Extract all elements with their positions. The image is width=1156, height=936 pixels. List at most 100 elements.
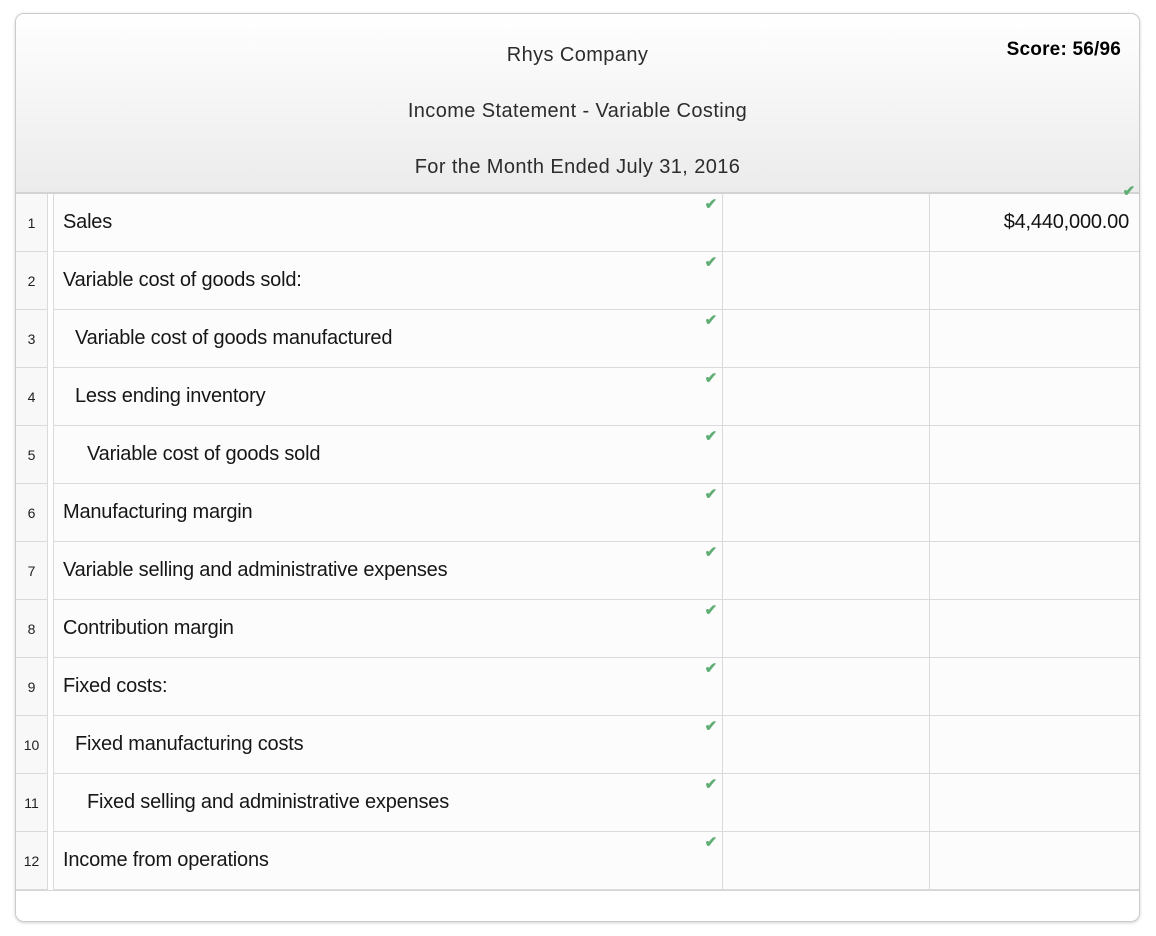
column-gap — [48, 600, 53, 658]
row-label: Contribution margin — [63, 617, 234, 639]
description-cell[interactable]: Sales ✔ — [53, 194, 723, 252]
middle-amount-cell[interactable] — [723, 484, 930, 542]
middle-amount-cell[interactable] — [723, 194, 930, 252]
table-row: 9 Fixed costs: ✔ — [16, 658, 1139, 716]
row-number: 2 — [27, 272, 36, 289]
description-cell[interactable]: Variable cost of goods manufactured ✔ — [53, 310, 723, 368]
row-label: Income from operations — [63, 849, 269, 871]
row-label: Variable cost of goods sold — [87, 443, 321, 465]
row-number: 1 — [27, 214, 36, 231]
column-gap — [48, 252, 53, 310]
column-gap — [48, 542, 53, 600]
total-amount-cell[interactable] — [930, 368, 1139, 426]
row-number: 12 — [23, 852, 40, 869]
row-number: 4 — [27, 388, 36, 405]
check-icon: ✔ — [704, 486, 718, 503]
row-number: 6 — [27, 504, 36, 521]
row-number-cell: 8 — [16, 600, 48, 658]
middle-amount-cell[interactable] — [723, 542, 930, 600]
table-row: 6 Manufacturing margin ✔ — [16, 484, 1139, 542]
row-label: Manufacturing margin — [63, 501, 253, 523]
row-label: Variable cost of goods manufactured — [75, 327, 393, 349]
middle-amount-cell[interactable] — [723, 658, 930, 716]
column-gap — [48, 194, 53, 252]
total-amount-cell[interactable]: $4,440,000.00 ✔ — [930, 184, 1139, 252]
row-label: Sales — [63, 211, 113, 233]
description-cell[interactable]: Variable cost of goods sold ✔ — [53, 426, 723, 484]
row-label: Fixed costs: — [63, 675, 168, 697]
statement-title: Income Statement - Variable Costing — [407, 100, 748, 122]
row-number-cell: 9 — [16, 658, 48, 716]
column-gap — [48, 774, 53, 832]
check-icon: ✔ — [704, 370, 718, 387]
middle-amount-cell[interactable] — [723, 310, 930, 368]
table-row: 12 Income from operations ✔ — [16, 832, 1139, 890]
middle-amount-cell[interactable] — [723, 368, 930, 426]
row-number-cell: 11 — [16, 774, 48, 832]
description-cell[interactable]: Less ending inventory ✔ — [53, 368, 723, 426]
middle-amount-cell[interactable] — [723, 426, 930, 484]
row-number: 11 — [24, 794, 39, 811]
column-gap — [48, 368, 53, 426]
total-amount-cell[interactable] — [930, 310, 1139, 368]
table-row: 2 Variable cost of goods sold: ✔ — [16, 252, 1139, 310]
row-number: 9 — [27, 678, 36, 695]
column-gap — [48, 832, 53, 890]
amount-value: $4,440,000.00 — [1003, 211, 1130, 233]
middle-amount-cell[interactable] — [723, 600, 930, 658]
check-icon: ✔ — [704, 254, 718, 271]
total-amount-cell[interactable] — [930, 484, 1139, 542]
check-icon: ✔ — [704, 602, 718, 619]
total-amount-cell[interactable] — [930, 832, 1139, 890]
table-row: 7 Variable selling and administrative ex… — [16, 542, 1139, 600]
table-row: 1 Sales ✔ $4,440,000.00 ✔ — [16, 184, 1139, 252]
total-amount-cell[interactable] — [930, 600, 1139, 658]
row-label: Variable cost of goods sold: — [63, 269, 302, 291]
description-cell[interactable]: Fixed manufacturing costs ✔ — [53, 716, 723, 774]
panel-footer — [16, 891, 1139, 920]
row-label: Fixed manufacturing costs — [75, 733, 304, 755]
total-amount-cell[interactable] — [930, 252, 1139, 310]
description-cell[interactable]: Fixed selling and administrative expense… — [53, 774, 723, 832]
total-amount-cell[interactable] — [930, 426, 1139, 484]
check-icon: ✔ — [704, 428, 718, 445]
description-cell[interactable]: Fixed costs: ✔ — [53, 658, 723, 716]
check-icon: ✔ — [704, 660, 718, 677]
total-amount-cell[interactable] — [930, 658, 1139, 716]
column-gap — [48, 310, 53, 368]
row-number-cell: 7 — [16, 542, 48, 600]
worksheet-panel: Rhys Company Income Statement - Variable… — [15, 13, 1140, 922]
score-badge: Score: 56/96 — [1006, 39, 1121, 60]
middle-amount-cell[interactable] — [723, 716, 930, 774]
total-amount-cell[interactable] — [930, 774, 1139, 832]
row-number-cell: 12 — [16, 832, 48, 890]
table-row: 4 Less ending inventory ✔ — [16, 368, 1139, 426]
total-amount-cell[interactable] — [930, 716, 1139, 774]
row-number: 7 — [27, 562, 36, 579]
check-icon: ✔ — [704, 834, 718, 851]
row-number-cell: 1 — [16, 194, 48, 252]
description-cell[interactable]: Variable cost of goods sold: ✔ — [53, 252, 723, 310]
row-label: Less ending inventory — [75, 385, 266, 407]
description-cell[interactable]: Contribution margin ✔ — [53, 600, 723, 658]
check-icon: ✔ — [704, 196, 718, 213]
description-cell[interactable]: Variable selling and administrative expe… — [53, 542, 723, 600]
table-row: 11 Fixed selling and administrative expe… — [16, 774, 1139, 832]
check-icon: ✔ — [704, 544, 718, 561]
table-row: 8 Contribution margin ✔ — [16, 600, 1139, 658]
row-number: 3 — [27, 330, 36, 347]
table-row: 5 Variable cost of goods sold ✔ — [16, 426, 1139, 484]
middle-amount-cell[interactable] — [723, 832, 930, 890]
table-row: 10 Fixed manufacturing costs ✔ — [16, 716, 1139, 774]
row-number-cell: 10 — [16, 716, 48, 774]
description-cell[interactable]: Manufacturing margin ✔ — [53, 484, 723, 542]
middle-amount-cell[interactable] — [723, 252, 930, 310]
total-amount-cell[interactable] — [930, 542, 1139, 600]
row-number: 5 — [27, 446, 36, 463]
row-number-cell: 2 — [16, 252, 48, 310]
column-gap — [48, 658, 53, 716]
statement-period: For the Month Ended July 31, 2016 — [414, 156, 741, 178]
column-gap — [48, 426, 53, 484]
middle-amount-cell[interactable] — [723, 774, 930, 832]
description-cell[interactable]: Income from operations ✔ — [53, 832, 723, 890]
